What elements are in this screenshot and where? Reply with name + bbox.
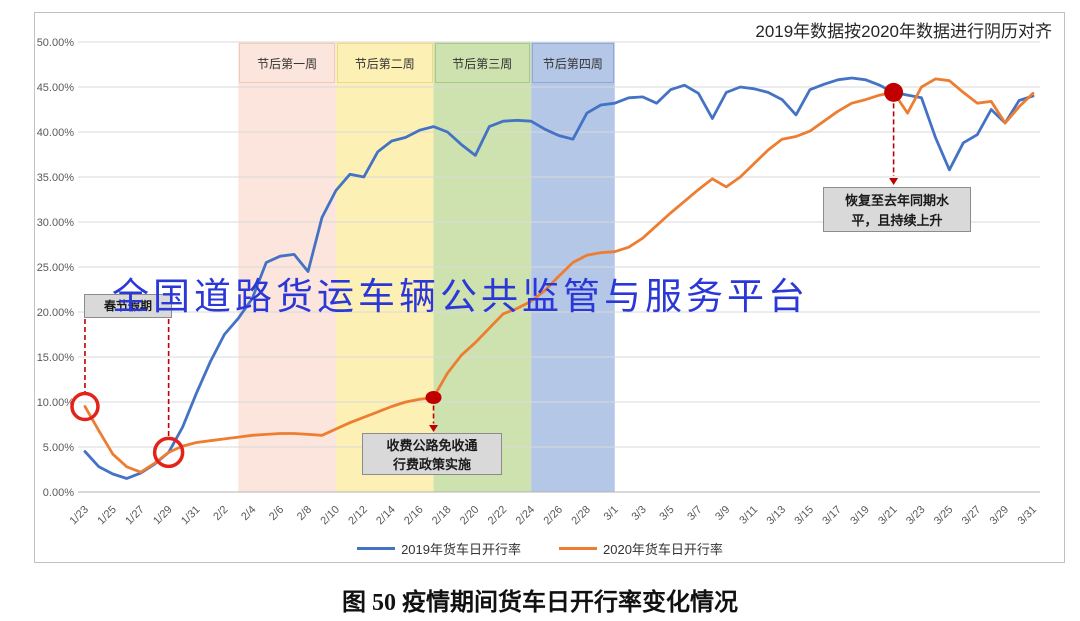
highlight-ring <box>70 391 100 422</box>
x-tick-label: 1/25 <box>95 504 119 528</box>
x-tick-label: 2/4 <box>239 504 258 523</box>
x-tick-label: 3/21 <box>876 504 900 528</box>
legend-swatch <box>357 547 396 550</box>
y-tick-label: 20.00% <box>37 307 75 319</box>
x-tick-label: 1/27 <box>123 504 147 528</box>
highlight-ring <box>152 436 185 469</box>
x-tick-label: 2/16 <box>402 504 426 528</box>
y-tick-label: 15.00% <box>37 352 75 364</box>
x-tick-label: 2/18 <box>430 504 454 528</box>
recovery-annotation-line1: 恢复至去年同期水 <box>844 193 949 208</box>
x-tick-label: 3/7 <box>685 504 704 523</box>
band-label: 节后第四周 <box>532 43 614 83</box>
legend-item: 2020年货车日开行率 <box>559 539 723 558</box>
x-tick-label: 1/29 <box>151 504 175 528</box>
x-tick-label: 3/9 <box>713 504 732 523</box>
x-tick-label: 2/6 <box>267 504 286 523</box>
x-tick-label: 3/17 <box>820 504 844 528</box>
x-tick-label: 2/8 <box>295 504 314 523</box>
y-tick-label: 50.00% <box>37 37 75 49</box>
figure-caption: 图 50 疫情期间货车日开行率变化情况 <box>342 590 738 616</box>
y-tick-label: 30.00% <box>37 217 75 229</box>
x-tick-label: 3/15 <box>792 504 816 528</box>
x-tick-label: 3/3 <box>629 504 648 523</box>
y-tick-label: 40.00% <box>37 127 75 139</box>
x-tick-label: 2/2 <box>211 504 230 523</box>
x-tick-label: 3/13 <box>765 504 789 528</box>
arrowhead-icon <box>889 178 899 185</box>
series-line <box>83 77 1035 474</box>
legend-item: 2019年货车日开行率 <box>357 539 521 558</box>
x-tick-label: 3/29 <box>988 504 1012 528</box>
legend-label: 2019年货车日开行率 <box>401 542 521 557</box>
x-tick-label: 3/1 <box>602 504 621 523</box>
x-tick-label: 2/14 <box>374 504 398 528</box>
x-tick-label: 3/11 <box>737 504 760 527</box>
x-tick-label: 1/31 <box>179 504 203 528</box>
x-tick-label: 3/25 <box>932 504 956 528</box>
y-tick-label: 35.00% <box>37 172 75 184</box>
x-tick-label: 1/23 <box>67 504 91 528</box>
spring-festival-label-text: 春节假期 <box>103 299 152 313</box>
x-tick-label: 2/10 <box>318 504 342 528</box>
y-tick-label: 0.00% <box>43 487 74 499</box>
x-tick-label: 2/26 <box>541 504 565 528</box>
x-tick-label: 3/31 <box>1016 504 1040 528</box>
y-tick-label: 45.00% <box>37 82 75 94</box>
alignment-note: 2019年数据按2020年数据进行阴历对齐 <box>755 22 1052 41</box>
recovery-annotation-line2: 平，且持续上升 <box>851 213 943 228</box>
x-tick-label: 2/20 <box>458 504 482 528</box>
x-tick-label: 2/22 <box>486 504 510 528</box>
spring-festival-label: 春节假期 <box>84 294 172 318</box>
legend: 2019年货车日开行率 2020年货车日开行率 <box>0 539 1080 558</box>
toll-free-policy-label: 收费公路免收通 行费政策实施 <box>362 433 502 475</box>
x-tick-label: 2/28 <box>569 504 593 528</box>
toll-free-policy-line1: 收费公路免收通 <box>386 438 478 453</box>
band-label: 节后第二周 <box>336 43 433 83</box>
band-label: 节后第三周 <box>434 43 531 83</box>
watermark-text: 全国道路货运车辆公共监管与服务平台 <box>112 276 809 317</box>
band-label: 节后第一周 <box>239 43 335 83</box>
legend-label: 2020年货车日开行率 <box>603 542 723 557</box>
x-tick-label: 3/23 <box>904 504 928 528</box>
y-tick-label: 5.00% <box>43 442 74 454</box>
series-line <box>83 76 1035 480</box>
arrowhead-icon <box>429 425 439 432</box>
x-tick-label: 2/24 <box>514 504 538 528</box>
event-dot <box>884 82 904 102</box>
x-tick-label: 3/5 <box>657 504 676 523</box>
x-tick-label: 3/19 <box>848 504 872 528</box>
recovery-annotation-label: 恢复至去年同期水 平，且持续上升 <box>823 187 971 232</box>
y-tick-label: 25.00% <box>37 262 75 274</box>
y-tick-label: 10.00% <box>37 397 75 409</box>
legend-swatch <box>559 547 597 550</box>
x-tick-label: 2/12 <box>346 504 370 528</box>
toll-free-policy-line2: 行费政策实施 <box>392 457 471 472</box>
event-dot <box>425 391 442 404</box>
x-tick-label: 3/27 <box>960 504 984 528</box>
